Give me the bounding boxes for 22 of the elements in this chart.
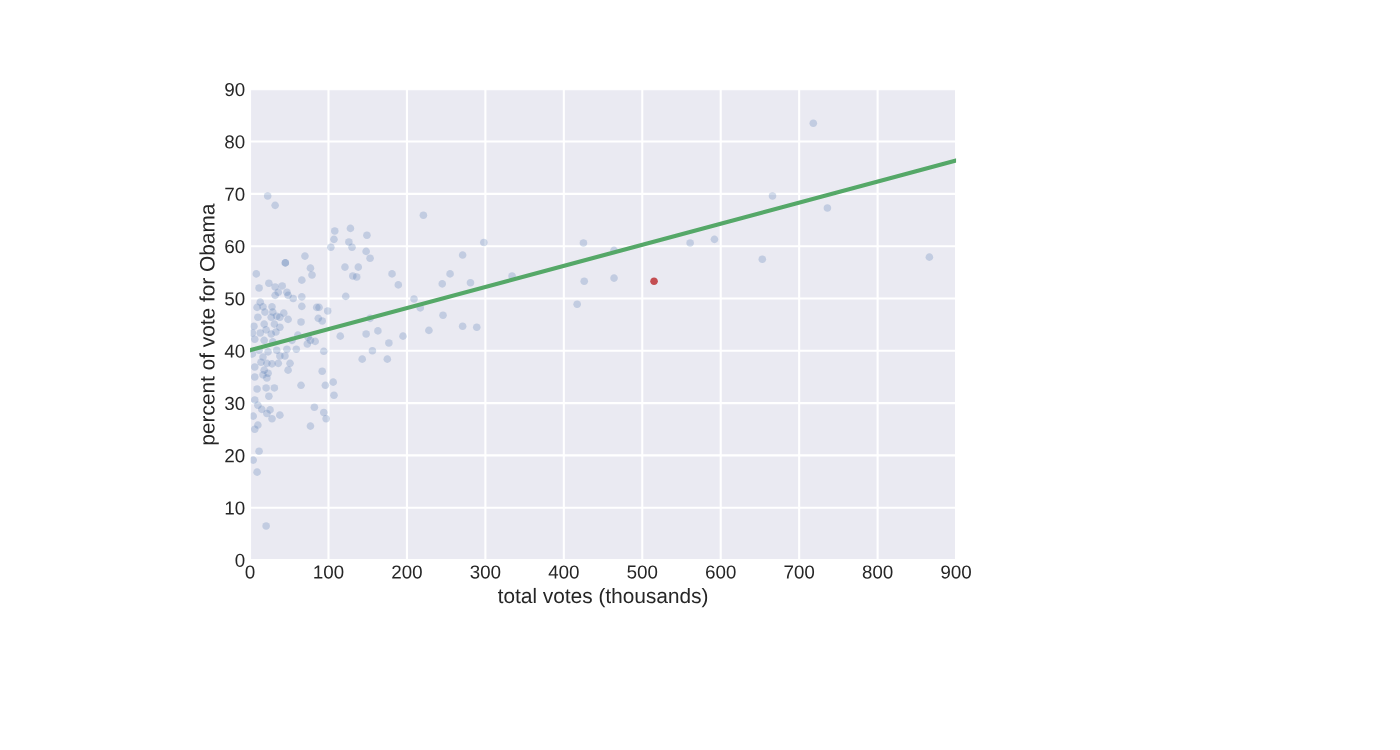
y-tick-label: 90 — [225, 82, 245, 97]
y-tick-label: 80 — [225, 135, 245, 149]
y-tick-label: 70 — [225, 187, 245, 201]
y-tick-label: 60 — [225, 239, 245, 254]
y-tick-label: 30 — [225, 396, 245, 411]
y-tick-label: 0 — [235, 553, 245, 567]
x-tick-label: 200 — [392, 565, 422, 579]
x-tick-label: 700 — [784, 565, 815, 579]
y-tick-label: 40 — [224, 344, 245, 358]
x-tick-label: 500 — [627, 565, 658, 579]
x-tick-label: 900 — [941, 565, 971, 579]
x-tick-label: 300 — [470, 565, 501, 579]
y-tick-label: 20 — [225, 449, 245, 463]
x-tick-label: 400 — [548, 565, 579, 579]
y-tick-label: 50 — [225, 292, 245, 306]
y-tick-label: 10 — [225, 501, 245, 515]
x-tick-label: 600 — [706, 565, 736, 579]
x-axis-title: total votes (thousands) — [497, 587, 708, 608]
x-tick-label: 0 — [245, 565, 255, 579]
x-tick-label: 800 — [862, 565, 893, 579]
y-axis-title: percent of vote for Obama — [199, 203, 219, 445]
x-tick-label: 100 — [314, 565, 344, 579]
